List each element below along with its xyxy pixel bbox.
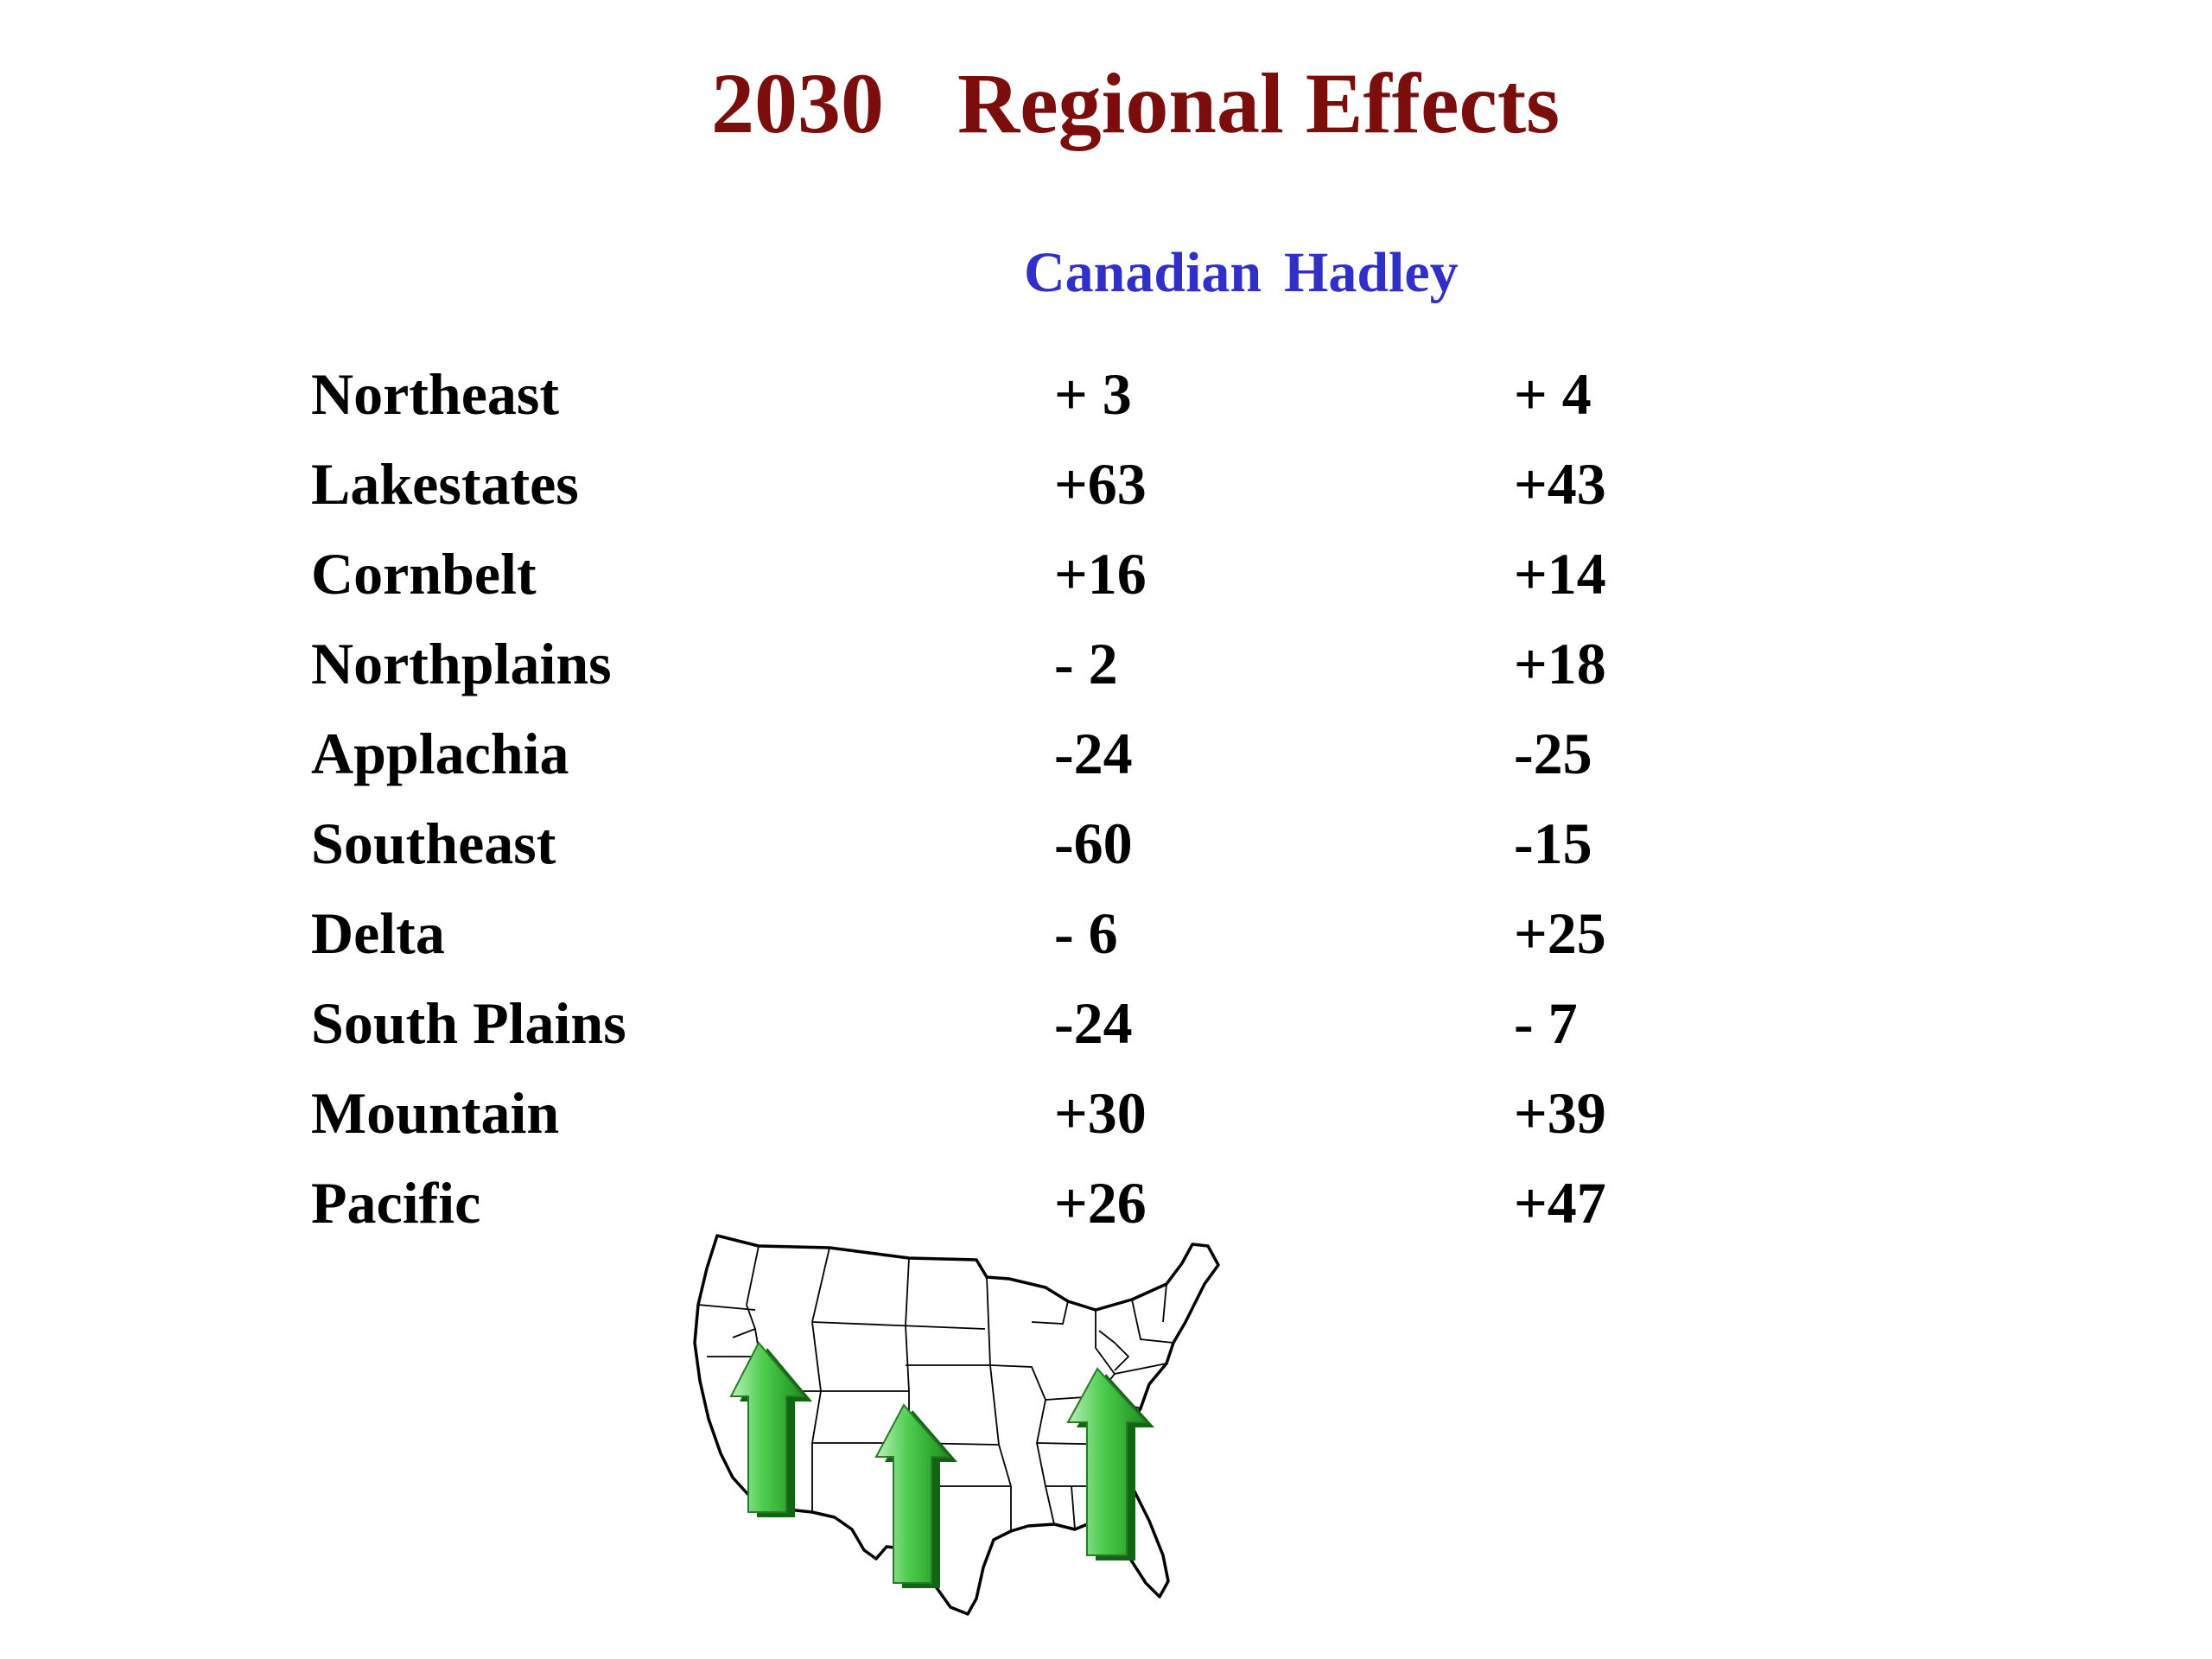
- up-arrow-icon: [1066, 1367, 1154, 1560]
- table-row: Northeast + 3 + 4: [0, 365, 2212, 454]
- region-label: South Plains: [311, 990, 626, 1056]
- table-row: Lakestates +63 +43: [0, 454, 2212, 544]
- up-arrow-icon: [874, 1403, 957, 1588]
- canadian-value: +63: [1054, 451, 1147, 517]
- region-label: Applachia: [311, 721, 569, 786]
- region-label: Northplains: [311, 631, 612, 696]
- table-row: Cornbelt +16 +14: [0, 544, 2212, 634]
- canadian-value: +16: [1054, 541, 1147, 607]
- hadley-value: - 7: [1514, 990, 1578, 1056]
- canadian-value: -60: [1054, 810, 1133, 876]
- hadley-value: +18: [1514, 631, 1606, 696]
- region-label: Lakestates: [311, 451, 579, 517]
- canadian-value: + 3: [1054, 361, 1132, 427]
- hadley-value: +47: [1514, 1170, 1606, 1236]
- canadian-value: +30: [1054, 1080, 1147, 1146]
- canadian-value: +26: [1054, 1170, 1147, 1236]
- hadley-value: -15: [1514, 810, 1592, 876]
- hadley-value: -25: [1514, 721, 1592, 786]
- region-label: Pacific: [311, 1170, 481, 1236]
- region-label: Delta: [311, 900, 445, 966]
- hadley-value: +25: [1514, 900, 1606, 966]
- column-header-hadley: Hadley: [1284, 241, 1459, 304]
- table-row: Delta - 6 +25: [0, 904, 2212, 994]
- region-label: Southeast: [311, 810, 556, 876]
- table-row: South Plains -24 - 7: [0, 994, 2212, 1084]
- region-label: Cornbelt: [311, 541, 537, 607]
- table-row: Mountain +30 +39: [0, 1084, 2212, 1173]
- hadley-value: +14: [1514, 541, 1606, 607]
- table-row: Pacific +26 +47: [0, 1173, 2212, 1263]
- up-arrow-icon: [729, 1341, 812, 1517]
- canadian-value: - 2: [1054, 631, 1118, 696]
- title-year: 2030: [711, 55, 884, 151]
- hadley-value: +39: [1514, 1080, 1606, 1146]
- region-label: Mountain: [311, 1080, 560, 1146]
- table-row: Southeast -60 -15: [0, 814, 2212, 904]
- column-header-canadian: Canadian: [1024, 241, 1262, 304]
- table-row: Northplains - 2 +18: [0, 634, 2212, 724]
- hadley-value: +43: [1514, 451, 1606, 517]
- canadian-value: -24: [1054, 721, 1133, 786]
- hadley-value: + 4: [1514, 361, 1592, 427]
- canadian-value: -24: [1054, 990, 1133, 1056]
- us-map-icon: [693, 1234, 1220, 1616]
- canadian-value: - 6: [1054, 900, 1118, 966]
- table-row: Applachia -24 -25: [0, 724, 2212, 814]
- title-text: Regional Effects: [957, 55, 1560, 151]
- region-label: Northeast: [311, 361, 560, 427]
